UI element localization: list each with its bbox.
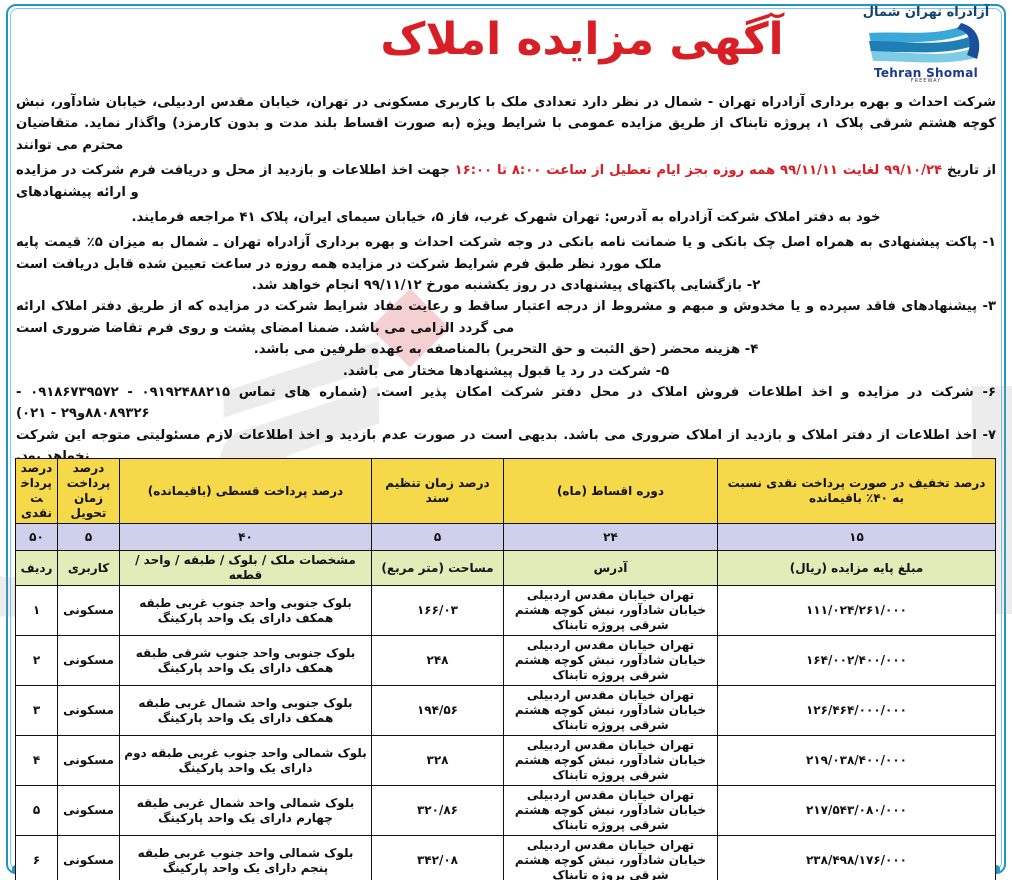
terms-header-row: درصد تخفیف در صورت پرداخت نقدی نسبت به ۴…	[15, 458, 996, 524]
properties-header-row: مبلغ پایه مزایده (ریال) آدرس مساحت (متر …	[15, 550, 996, 586]
terms-header-installment-period: دوره اقساط (ماه)	[503, 458, 718, 524]
condition-item-4: ۴- هزینه محضر (حق الثبت و حق التحریر) با…	[253, 342, 759, 358]
cell-address: تهران خیابان مقدس اردبیلی خیابان شادآور،…	[503, 685, 718, 736]
cell-specs: بلوک جنوبی واحد جنوب شرقی طبقه همکف دارا…	[119, 635, 372, 686]
column-header-price: مبلغ پایه مزایده (ریال)	[717, 550, 996, 586]
intro-p2-post: جهت اخذ اطلاعات و بازدید از محل و دریافت…	[16, 163, 455, 200]
terms-header-deed-percent: درصد زمان تنظیم سند	[371, 458, 504, 524]
auction-dates-highlight: ۹۹/۱۰/۲۴ لغایت ۹۹/۱۱/۱۱ همه روزه بجز ایا…	[454, 163, 943, 179]
cell-usage: مسکونی	[57, 735, 120, 786]
cell-address: تهران خیابان مقدس اردبیلی خیابان شادآور،…	[503, 785, 718, 836]
cell-usage: مسکونی	[57, 785, 120, 836]
cell-price: ۱۱۱/۰۲۴/۲۶۱/۰۰۰	[717, 585, 996, 636]
column-header-specs: مشخصات ملک / بلوک / طبقه / واحد / قطعه	[119, 550, 372, 586]
condition-item-1: ۱- پاکت پیشنهادی به همراه اصل چک بانکی و…	[16, 235, 997, 272]
cell-usage: مسکونی	[57, 685, 120, 736]
table-row: ۱۲۶/۴۶۴/۰۰۰/۰۰۰ تهران خیابان مقدس اردبیل…	[15, 685, 996, 736]
intro-paragraph-2: از تاریخ ۹۹/۱۰/۲۴ لغایت ۹۹/۱۱/۱۱ همه روز…	[16, 160, 996, 203]
cell-specs: بلوک جنوبی واحد جنوب غربی طبقه همکف دارا…	[119, 585, 372, 636]
cell-row-number: ۳	[15, 685, 58, 736]
column-header-address: آدرس	[503, 550, 718, 586]
page-title: آگهی مزایده املاک	[380, 14, 784, 65]
cell-usage: مسکونی	[57, 585, 120, 636]
terms-values-row: ۱۵ ۲۴ ۵ ۴۰ ۵ ۵۰	[15, 523, 996, 551]
auction-table-container: درصد تخفیف در صورت پرداخت نقدی نسبت به ۴…	[15, 458, 996, 880]
terms-value-discount: ۱۵	[717, 523, 996, 551]
column-header-usage: کاربری	[57, 550, 120, 586]
cell-address: تهران خیابان مقدس اردبیلی خیابان شادآور،…	[503, 835, 718, 880]
cell-specs: بلوک جنوبی واحد شمال غربی طبقه همکف دارا…	[119, 685, 372, 736]
table-row: ۲۳۸/۴۹۸/۱۷۶/۰۰۰ تهران خیابان مقدس اردبیل…	[15, 835, 996, 880]
table-row: ۱۱۱/۰۲۴/۲۶۱/۰۰۰ تهران خیابان مقدس اردبیل…	[15, 585, 996, 636]
intro-paragraph-1: شرکت احداث و بهره برداری آزادراه تهران -…	[16, 95, 996, 153]
condition-item-6: ۶- شرکت در مزایده و اخذ اطلاعات فروش امل…	[16, 384, 996, 422]
column-header-row-number: ردیف	[15, 550, 58, 586]
intro-p2-pre: از تاریخ	[942, 163, 996, 179]
condition-item-2: ۲- بازگشایی پاکتهای پیشنهادی در روز یکشن…	[251, 278, 761, 293]
terms-value-delivery-percent: ۵	[57, 523, 120, 551]
terms-value-installment-period: ۲۴	[503, 523, 718, 551]
cell-usage: مسکونی	[57, 635, 120, 686]
logo-swoosh-icon	[865, 21, 987, 67]
terms-header-installment-percent: درصد پرداخت قسطی (باقیمانده)	[119, 458, 372, 524]
cell-row-number: ۶	[15, 835, 58, 880]
condition-item-3: ۳- پیشنهادهای فاقد سپرده و یا مخدوش و مب…	[16, 299, 996, 336]
cell-area: ۱۶۶/۰۳	[371, 585, 504, 636]
cell-row-number: ۲	[15, 635, 58, 686]
cell-price: ۱۲۶/۴۶۴/۰۰۰/۰۰۰	[717, 685, 996, 736]
cell-area: ۱۹۴/۵۶	[371, 685, 504, 736]
terms-header-discount: درصد تخفیف در صورت پرداخت نقدی نسبت به ۴…	[717, 458, 996, 524]
column-header-area: مساحت (متر مربع)	[371, 550, 504, 586]
cell-price: ۲۳۸/۴۹۸/۱۷۶/۰۰۰	[717, 835, 996, 880]
table-row: ۲۱۷/۵۴۳/۰۸۰/۰۰۰ تهران خیابان مقدس اردبیل…	[15, 785, 996, 836]
terms-header-cash-percent: درصد پرداخت نقدی	[15, 458, 58, 524]
terms-header-delivery-percent: درصد پرداخت زمان تحویل	[57, 458, 120, 524]
cell-area: ۳۲۸	[371, 735, 504, 786]
cell-usage: مسکونی	[57, 835, 120, 880]
cell-area: ۳۲۰/۸۶	[371, 785, 504, 836]
company-logo: آزادراه تهران شمال Tehran Shomal FREEWAY	[862, 5, 990, 90]
logo-brand-line1: Tehran	[873, 66, 922, 81]
terms-value-deed-percent: ۵	[371, 523, 504, 551]
cell-address: تهران خیابان مقدس اردبیلی خیابان شادآور،…	[503, 585, 718, 636]
cell-price: ۱۶۴/۰۰۲/۴۰۰/۰۰۰	[717, 635, 996, 686]
logo-brand-text: Tehran Shomal FREEWAY	[862, 67, 990, 84]
cell-specs: بلوک شمالی واحد جنوب غربی طبقه پنجم دارا…	[119, 835, 372, 880]
cell-specs: بلوک شمالی واحد جنوب غربی طبقه دوم دارای…	[119, 735, 372, 786]
cell-row-number: ۵	[15, 785, 58, 836]
cell-row-number: ۱	[15, 585, 58, 636]
auction-table: درصد تخفیف در صورت پرداخت نقدی نسبت به ۴…	[15, 458, 996, 880]
cell-address: تهران خیابان مقدس اردبیلی خیابان شادآور،…	[503, 735, 718, 786]
cell-price: ۲۱۷/۵۴۳/۰۸۰/۰۰۰	[717, 785, 996, 836]
cell-area: ۳۴۲/۰۸	[371, 835, 504, 880]
cell-row-number: ۴	[15, 735, 58, 786]
cell-area: ۲۴۸	[371, 635, 504, 686]
cell-price: ۲۱۹/۰۳۸/۴۰۰/۰۰۰	[717, 735, 996, 786]
logo-persian-script: آزادراه تهران شمال	[862, 5, 990, 20]
page-header: آزادراه تهران شمال Tehran Shomal FREEWAY…	[0, 0, 1012, 92]
announcement-body: شرکت احداث و بهره برداری آزادراه تهران -…	[0, 92, 1012, 510]
intro-paragraph-3: خود به دفتر املاک شرکت آزادراه به آدرس: …	[131, 209, 881, 225]
cell-specs: بلوک شمالی واحد شمال غربی طبقه چهارم دار…	[119, 785, 372, 836]
logo-brand-line2: Shomal	[926, 66, 979, 81]
terms-value-cash-percent: ۵۰	[15, 523, 58, 551]
cell-address: تهران خیابان مقدس اردبیلی خیابان شادآور،…	[503, 635, 718, 686]
table-row: ۱۶۴/۰۰۲/۴۰۰/۰۰۰ تهران خیابان مقدس اردبیل…	[15, 635, 996, 686]
table-row: ۲۱۹/۰۳۸/۴۰۰/۰۰۰ تهران خیابان مقدس اردبیل…	[15, 735, 996, 786]
terms-value-installment-percent: ۴۰	[119, 523, 372, 551]
logo-brand-sub: FREEWAY	[910, 78, 942, 85]
condition-item-5: ۵- شرکت در رد یا قبول پیشنهادها مختار می…	[342, 363, 670, 379]
